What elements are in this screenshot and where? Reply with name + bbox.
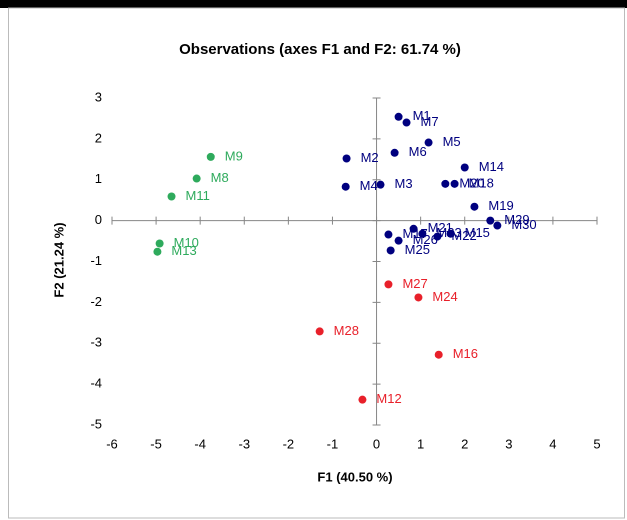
point-label: M8 (211, 170, 229, 185)
point (386, 246, 395, 255)
point (206, 152, 215, 161)
point-label: M20 (459, 175, 484, 190)
point (418, 229, 427, 238)
point-label: M9 (225, 148, 243, 163)
point-label: M11 (186, 188, 210, 203)
point-label: M7 (421, 114, 439, 129)
point (394, 236, 403, 245)
x-tick-label: 4 (549, 436, 556, 451)
point-label: M24 (432, 289, 457, 304)
x-tick-label: -5 (150, 436, 162, 451)
point (450, 179, 459, 188)
point (153, 247, 162, 256)
x-tick-label: 1 (417, 436, 424, 451)
point-label: M27 (402, 276, 427, 291)
x-tick-label: -1 (327, 436, 339, 451)
point-label: M16 (453, 346, 478, 361)
point (402, 118, 411, 127)
x-tick-label: 5 (593, 436, 600, 451)
point-label: M6 (409, 144, 427, 159)
point-label: M30 (511, 217, 536, 232)
point (376, 180, 385, 189)
point (342, 154, 351, 163)
point (434, 350, 443, 359)
x-axis-title: F1 (40.50 %) (317, 469, 392, 484)
point (424, 138, 433, 147)
point-label: M2 (361, 150, 379, 165)
point-label: M15 (465, 225, 490, 240)
point-label: M21 (428, 220, 453, 235)
point-label: M28 (334, 323, 359, 338)
point (441, 179, 450, 188)
point (446, 229, 455, 238)
point (409, 224, 418, 233)
point-label: M4 (360, 178, 378, 193)
y-tick-label: -3 (90, 335, 102, 350)
point-label: M26 (413, 232, 438, 247)
point-label: M17 (402, 226, 427, 241)
x-tick-label: 3 (505, 436, 512, 451)
x-tick-label: -4 (194, 436, 206, 451)
x-tick-label: -3 (238, 436, 250, 451)
point (433, 232, 442, 241)
point (470, 202, 479, 211)
y-tick-label: 2 (95, 130, 102, 145)
point-label: M13 (171, 243, 196, 258)
point-label: M5 (443, 134, 461, 149)
point (390, 148, 399, 157)
point (341, 182, 350, 191)
point-label: M19 (488, 198, 513, 213)
point (384, 280, 393, 289)
point (394, 112, 403, 121)
x-tick-label: 2 (461, 436, 468, 451)
top-border (0, 0, 627, 8)
point (493, 221, 502, 230)
point (414, 293, 423, 302)
y-tick-label: -4 (90, 376, 102, 391)
point-label: M1 (413, 108, 431, 123)
y-tick-label: -5 (90, 416, 102, 431)
point-label: M29 (504, 212, 529, 227)
point-label: M22 (451, 228, 476, 243)
y-axis-title: F2 (21.24 %) (51, 222, 66, 297)
point (167, 192, 176, 201)
x-tick-label: 0 (373, 436, 380, 451)
x-tick-label: -2 (283, 436, 295, 451)
point-label: M10 (174, 235, 199, 250)
chart-title: Observations (axes F1 and F2: 61.74 %) (179, 41, 461, 58)
point (460, 163, 469, 172)
point-label: M14 (479, 159, 504, 174)
point (192, 174, 201, 183)
y-tick-label: 0 (95, 212, 102, 227)
y-tick-label: 3 (95, 89, 102, 104)
y-tick-label: -1 (90, 253, 102, 268)
point (486, 216, 495, 225)
point (384, 230, 393, 239)
y-tick-label: 1 (95, 171, 102, 186)
point-label: M12 (376, 391, 401, 406)
point-label: M25 (405, 242, 430, 257)
x-tick-label: -6 (106, 436, 118, 451)
point-label: M18 (469, 175, 494, 190)
point-label: M3 (395, 176, 413, 191)
y-tick-label: -2 (90, 294, 102, 309)
chart-frame (8, 7, 625, 519)
point (155, 239, 164, 248)
point (358, 395, 367, 404)
point (315, 327, 324, 336)
